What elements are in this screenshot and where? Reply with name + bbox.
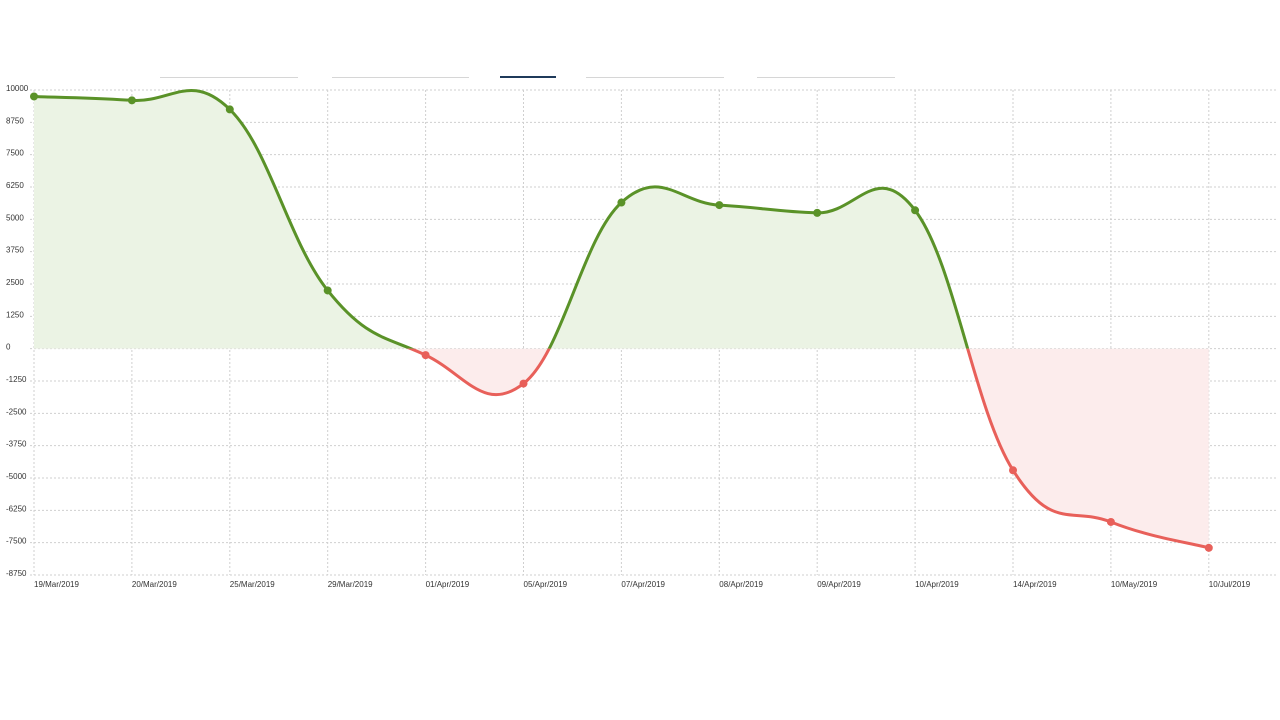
- data-point[interactable]: [225, 105, 234, 114]
- x-tick-label: 10/May/2019: [1111, 580, 1158, 589]
- x-axis-ticks: 19/Mar/2019 20/Mar/2019 25/Mar/2019 29/Mar/…: [34, 580, 1251, 589]
- x-tick-label: 14/Apr/2019: [1013, 580, 1057, 589]
- data-point[interactable]: [323, 286, 332, 295]
- y-axis-ticks: 10000 8750 7500 6250 5000 3750 2500 1250 0 -1250 -…: [6, 84, 29, 578]
- data-point[interactable]: [1204, 543, 1213, 552]
- negative-area: [34, 348, 1209, 548]
- y-tick-label: -2500: [6, 407, 27, 416]
- y-tick-label: 1250: [6, 310, 24, 319]
- tab-1[interactable]: [160, 77, 298, 78]
- y-tick-label: 7500: [6, 149, 24, 158]
- tab-2[interactable]: [332, 77, 469, 78]
- y-tick-label: -8750: [6, 569, 27, 578]
- data-point[interactable]: [1009, 466, 1017, 475]
- x-tick-label: 25/Mar/2019: [230, 580, 275, 589]
- tab-3-active[interactable]: [500, 76, 556, 78]
- x-tick-label: 05/Apr/2019: [524, 580, 568, 589]
- y-tick-label: 3750: [6, 246, 24, 255]
- y-tick-label: 8750: [6, 116, 24, 125]
- x-tick-label: 29/Mar/2019: [328, 580, 373, 589]
- y-tick-label: -6250: [6, 504, 27, 513]
- data-point[interactable]: [421, 351, 430, 360]
- y-tick-label: -7500: [6, 537, 27, 546]
- y-tick-label: -5000: [6, 472, 27, 481]
- x-tick-label: 07/Apr/2019: [621, 580, 665, 589]
- tab-bar: [0, 0, 1280, 82]
- x-tick-label: 19/Mar/2019: [34, 580, 79, 589]
- y-tick-label: 0: [6, 343, 11, 352]
- y-tick-label: 6250: [6, 181, 24, 190]
- y-tick-label: 5000: [6, 213, 24, 222]
- tab-5[interactable]: [757, 77, 895, 78]
- negative-line: [406, 348, 1210, 550]
- x-tick-label: 08/Apr/2019: [719, 580, 763, 589]
- area-fill: [34, 90, 1209, 548]
- positive-area: [34, 90, 968, 349]
- x-tick-label: 10/Apr/2019: [915, 580, 959, 589]
- data-point[interactable]: [519, 379, 528, 388]
- data-point[interactable]: [30, 92, 38, 101]
- y-tick-label: 2500: [6, 278, 24, 287]
- tab-4[interactable]: [586, 77, 724, 78]
- x-tick-label: 01/Apr/2019: [426, 580, 470, 589]
- data-point[interactable]: [813, 208, 822, 217]
- x-tick-label: 20/Mar/2019: [132, 580, 177, 589]
- data-point[interactable]: [127, 96, 136, 105]
- y-tick-label: 10000: [6, 84, 29, 93]
- data-point[interactable]: [715, 201, 724, 210]
- data-points: [30, 92, 1213, 552]
- x-tick-label: 09/Apr/2019: [817, 580, 861, 589]
- data-point[interactable]: [617, 198, 626, 207]
- y-tick-label: -3750: [6, 440, 27, 449]
- x-tick-label: 10/Jul/2019: [1209, 580, 1251, 589]
- data-point[interactable]: [1106, 517, 1115, 526]
- data-point[interactable]: [911, 206, 920, 215]
- y-tick-label: -1250: [6, 375, 27, 384]
